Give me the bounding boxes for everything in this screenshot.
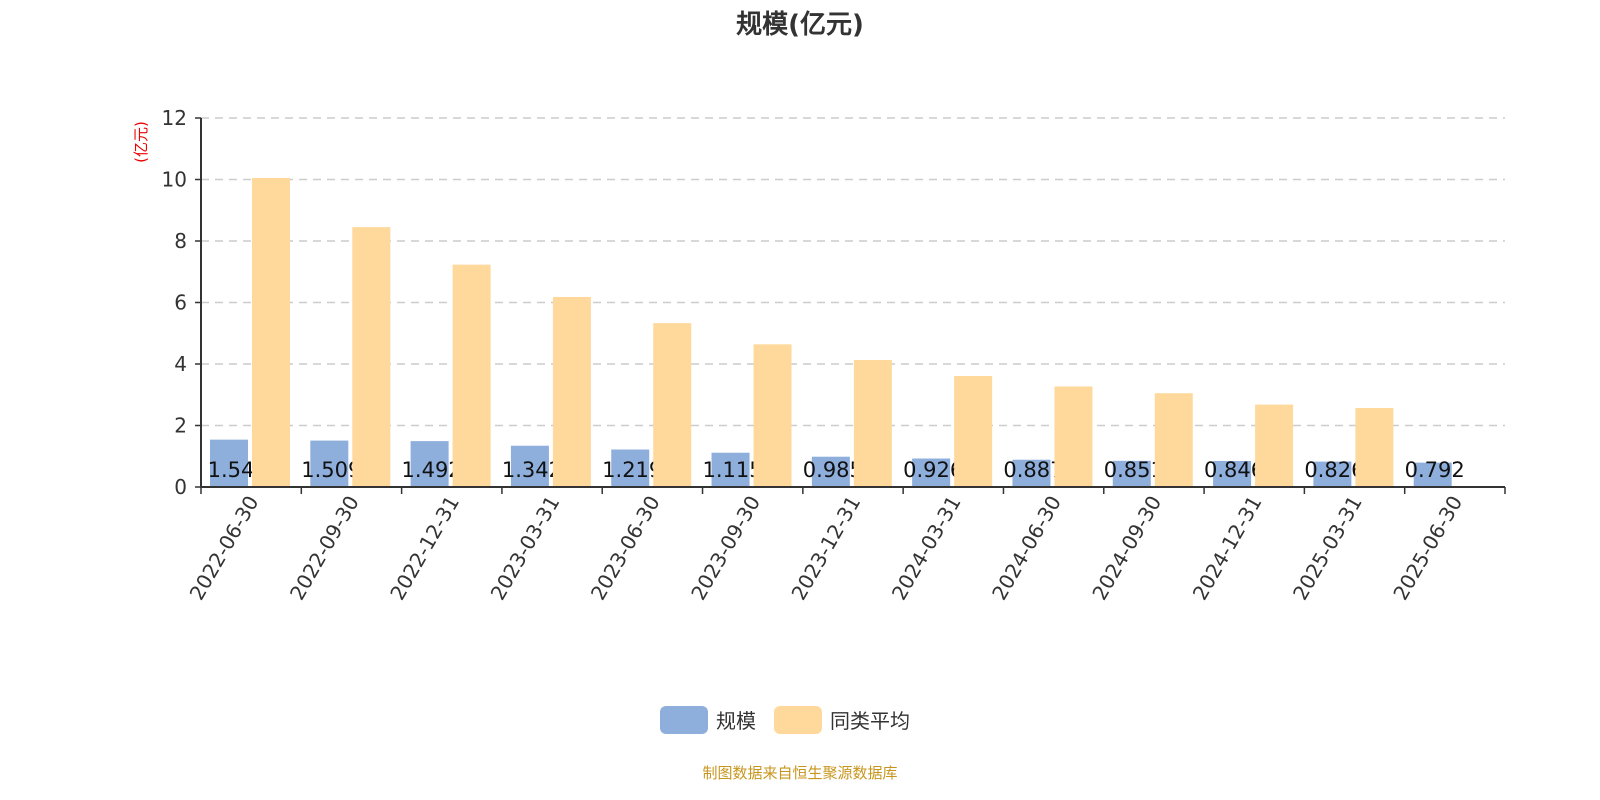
data-source-note: 制图数据来自恒生聚源数据库 [702, 764, 898, 782]
bar-scale [1112, 460, 1151, 487]
bar-scale [210, 439, 248, 487]
data-label-scale: 1.492 [402, 458, 462, 482]
bar-peer-average [954, 375, 993, 487]
x-tick-label: 2025-06-30 [1388, 492, 1467, 605]
bar-peer-average [452, 264, 491, 487]
bar-peer-average [853, 360, 892, 487]
bar-scale [1413, 462, 1452, 487]
bar-scale [410, 441, 449, 487]
y-tick-label: 12 [162, 106, 187, 130]
x-tick-label: 2023-03-31 [486, 492, 565, 605]
legend-item-peer-average[interactable]: 同类平均 [774, 705, 910, 734]
bar-scale [310, 440, 349, 487]
bar-scale [510, 445, 549, 487]
y-tick-label: 2 [174, 414, 187, 438]
bar-peer-average [552, 296, 591, 487]
bar-scale [711, 452, 750, 487]
data-label-scale: 1.509 [301, 458, 361, 482]
bar-scale [912, 458, 951, 487]
data-label-scale: 0.792 [1405, 458, 1465, 482]
legend-swatch-scale [660, 705, 708, 734]
legend: 规模 同类平均 [660, 705, 920, 734]
bar-peer-average [1355, 407, 1394, 487]
x-tick-label: 2022-06-30 [185, 492, 264, 605]
x-tick-label: 2025-03-31 [1288, 492, 1367, 605]
x-tick-label: 2024-06-30 [987, 492, 1066, 605]
x-tick-label: 2024-03-31 [887, 492, 966, 605]
legend-swatch-peer-average [774, 705, 822, 734]
bar-peer-average [1054, 386, 1093, 487]
data-label-scale: 1.342 [502, 458, 562, 482]
bar-scale [611, 449, 650, 487]
legend-label-peer-average: 同类平均 [830, 709, 910, 733]
x-tick-label: 2023-09-30 [686, 492, 765, 605]
data-label-scale: 0.926 [903, 458, 963, 482]
x-tick-label: 2022-09-30 [285, 492, 364, 605]
data-label-scale: 0.826 [1304, 458, 1364, 482]
x-tick-label: 2024-09-30 [1087, 492, 1166, 605]
data-label-scale: 0.985 [803, 458, 863, 482]
x-tick-label: 2024-12-31 [1188, 492, 1267, 605]
x-tick-label: 2023-06-30 [586, 492, 665, 605]
bar-scale [811, 456, 850, 487]
y-tick-label: 0 [174, 475, 187, 499]
legend-item-scale[interactable]: 规模 [660, 705, 756, 734]
bar-scale [1012, 459, 1051, 487]
bar-peer-average [1154, 393, 1193, 487]
data-label-scale: 1.219 [602, 458, 662, 482]
y-tick-label: 8 [174, 229, 187, 253]
data-label-scale: 0.887 [1003, 458, 1063, 482]
y-tick-label: 10 [162, 168, 187, 192]
data-label-scale: 0.851 [1104, 458, 1164, 482]
x-tick-label: 2023-12-31 [786, 492, 865, 605]
bar-peer-average [1255, 404, 1294, 487]
y-tick-label: 4 [174, 352, 187, 376]
y-tick-label: 6 [174, 291, 187, 315]
data-label-scale: 1.54 [208, 458, 255, 482]
chart-title: 规模(亿元) [736, 10, 864, 40]
y-axis-label: (亿元) [132, 121, 150, 163]
x-tick-label: 2022-12-31 [385, 492, 464, 605]
bar-peer-average [753, 344, 792, 487]
bar-peer-average [252, 177, 290, 487]
data-label-scale: 0.846 [1204, 458, 1264, 482]
bar-scale [1213, 460, 1252, 487]
data-label-scale: 1.115 [702, 458, 762, 482]
bar-peer-average [352, 227, 391, 487]
legend-label-scale: 规模 [716, 709, 756, 733]
bar-scale [1313, 461, 1352, 487]
bar-peer-average [653, 323, 692, 487]
